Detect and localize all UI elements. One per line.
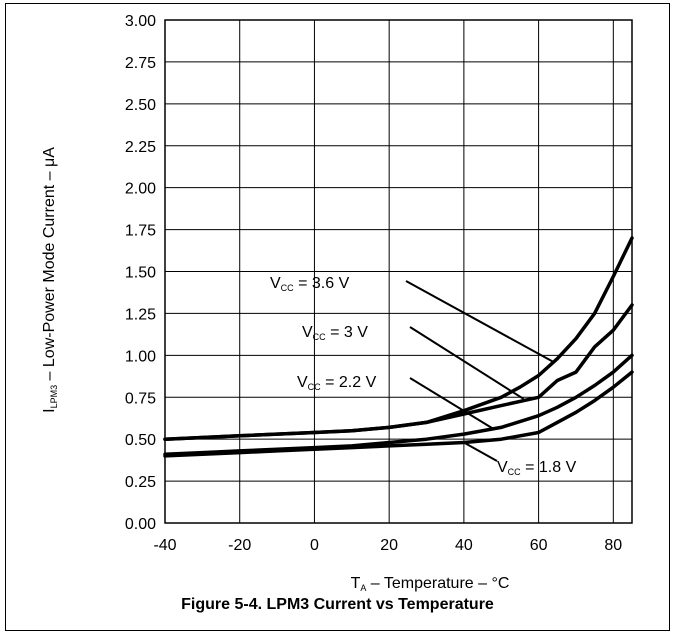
series-label-2: VCC = 3 V: [302, 324, 368, 342]
series-label-1: VCC = 3.6 V: [270, 275, 350, 293]
x-tick-labels: -40 -20 0 20 40 60 80: [153, 537, 622, 554]
series-line-4: [163, 370, 634, 458]
y-tick-label: 2.25: [125, 139, 156, 156]
y-tick-label: 0.25: [125, 474, 156, 491]
series-line-1: [163, 236, 634, 441]
x-tick-label: 80: [604, 537, 622, 554]
annotation-leader-1: [405, 280, 555, 363]
x-tick-label: -40: [153, 537, 176, 554]
y-tick-labels: 0.00 0.25 0.50 0.75 1.00 1.25 1.50 1.75 2.00 2.25…: [125, 13, 156, 533]
annotation-leader-3: [409, 377, 495, 430]
figure-frame: [5, 3, 670, 631]
y-tick-label: 3.00: [125, 13, 156, 30]
x-tick-label: -20: [228, 537, 251, 554]
annotation-leader-4: [463, 441, 498, 462]
x-tick-label: 60: [530, 537, 548, 554]
x-axis-label: TA – Temperature – °C: [351, 575, 510, 593]
x-tick-label: 0: [310, 537, 319, 554]
grid-lines: [164, 19, 632, 524]
y-axis-label: ILPM3 – Low-Power Mode Current – μA: [41, 147, 59, 413]
annotation-leader-2: [409, 326, 525, 400]
series-annotations: VCC = 3.6 V VCC = 3 V VCC = 2.2 V VCC = 1.8…: [270, 275, 577, 477]
x-tick-label: 40: [455, 537, 473, 554]
y-tick-label: 1.00: [125, 348, 156, 365]
y-tick-label: 0.00: [125, 516, 156, 533]
series-label-4: VCC = 1.8 V: [497, 459, 577, 477]
y-tick-label: 2.00: [125, 181, 156, 198]
x-tick-label: 20: [380, 537, 398, 554]
y-tick-label: 0.50: [125, 432, 156, 449]
y-tick-label: 0.75: [125, 390, 156, 407]
y-tick-label: 1.50: [125, 265, 156, 282]
series-lines: [163, 236, 634, 458]
y-tick-label: 2.50: [125, 97, 156, 114]
y-tick-label: 1.75: [125, 223, 156, 240]
series-label-3: VCC = 2.2 V: [297, 374, 377, 392]
plot-area: [164, 19, 633, 524]
figure-caption: Figure 5-4. LPM3 Current vs Temperature: [181, 596, 494, 613]
y-tick-label: 1.25: [125, 306, 156, 323]
y-tick-label: 2.75: [125, 55, 156, 72]
series-line-2: [163, 303, 634, 441]
